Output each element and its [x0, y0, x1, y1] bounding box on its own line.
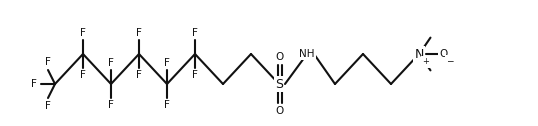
Text: F: F: [31, 79, 37, 89]
Text: F: F: [80, 70, 86, 80]
Text: F: F: [80, 28, 86, 38]
Text: F: F: [108, 58, 114, 68]
Text: F: F: [45, 57, 51, 67]
Text: F: F: [192, 70, 198, 80]
Text: +: +: [422, 57, 429, 67]
Text: F: F: [192, 28, 198, 38]
Text: O: O: [275, 52, 283, 62]
Text: F: F: [136, 70, 142, 80]
Text: NH: NH: [299, 49, 315, 59]
Text: O: O: [275, 106, 283, 116]
Text: O: O: [439, 49, 447, 59]
Text: F: F: [45, 101, 51, 111]
Text: F: F: [164, 58, 170, 68]
Text: S: S: [275, 77, 283, 90]
Text: N: N: [414, 48, 424, 60]
Text: F: F: [164, 100, 170, 110]
Text: F: F: [136, 28, 142, 38]
Text: F: F: [108, 100, 114, 110]
Text: −: −: [446, 56, 454, 66]
